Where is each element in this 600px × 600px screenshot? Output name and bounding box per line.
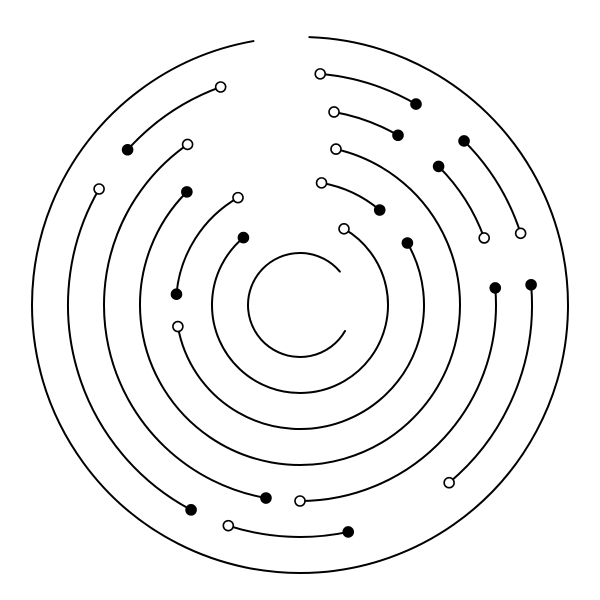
arc-endpoint-marker bbox=[490, 283, 500, 293]
arc-endpoint-marker bbox=[444, 478, 454, 488]
arc-endpoint-marker bbox=[123, 145, 133, 155]
arc-segment bbox=[176, 198, 238, 295]
arc-endpoint-marker bbox=[526, 280, 536, 290]
arc-endpoint-marker bbox=[295, 496, 305, 506]
arc-endpoint-marker bbox=[186, 505, 196, 515]
arc-segment bbox=[439, 166, 485, 238]
arc-segment bbox=[128, 87, 221, 150]
arc-endpoint-marker bbox=[182, 187, 192, 197]
arc-endpoint-marker bbox=[343, 527, 353, 537]
arc-endpoint-marker bbox=[479, 233, 489, 243]
arc-endpoint-marker bbox=[402, 238, 412, 248]
arc-segment bbox=[228, 526, 348, 537]
arc-endpoint-marker bbox=[183, 139, 193, 149]
arc-endpoint-marker bbox=[459, 136, 469, 146]
arc-endpoint-marker bbox=[223, 521, 233, 531]
arc-endpoint-marker bbox=[375, 205, 385, 215]
arc-segment bbox=[334, 112, 398, 135]
arc-segment bbox=[68, 189, 191, 510]
arc-endpoint-marker bbox=[233, 193, 243, 203]
arc-segment bbox=[320, 74, 416, 104]
radial-arc-diagram bbox=[0, 0, 600, 600]
arc-endpoint-marker bbox=[173, 322, 183, 332]
arc-endpoint-marker bbox=[315, 69, 325, 79]
arc-endpoint-marker bbox=[171, 289, 181, 299]
arc-segment bbox=[464, 141, 521, 233]
arc-segment bbox=[322, 183, 380, 210]
arc-endpoint-marker bbox=[317, 178, 327, 188]
arc-endpoint-marker bbox=[331, 144, 341, 154]
arc-endpoint-marker bbox=[329, 107, 339, 117]
arc-segment bbox=[32, 37, 568, 573]
arc-segment bbox=[449, 285, 532, 483]
arc-endpoint-marker bbox=[411, 99, 421, 109]
arc-endpoint-marker bbox=[393, 130, 403, 140]
arc-endpoint-marker bbox=[434, 161, 444, 171]
arc-segment bbox=[248, 253, 345, 357]
arc-endpoint-marker bbox=[216, 82, 226, 92]
arc-segment bbox=[300, 288, 496, 501]
arc-endpoint-marker bbox=[261, 493, 271, 503]
arc-endpoint-marker bbox=[94, 184, 104, 194]
arc-endpoint-marker bbox=[516, 228, 526, 238]
arc-endpoint-marker bbox=[238, 233, 248, 243]
arc-segment bbox=[178, 243, 424, 429]
arc-endpoint-marker bbox=[339, 224, 349, 234]
